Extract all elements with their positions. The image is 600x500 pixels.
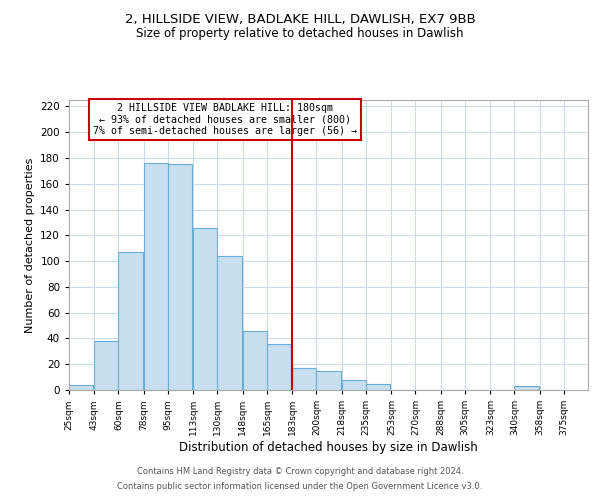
Text: 2 HILLSIDE VIEW BADLAKE HILL: 180sqm
← 93% of detached houses are smaller (800)
: 2 HILLSIDE VIEW BADLAKE HILL: 180sqm ← 9…	[92, 103, 356, 136]
Bar	[514, 386, 539, 390]
Bar	[316, 370, 341, 390]
Bar	[144, 163, 168, 390]
Text: Size of property relative to detached houses in Dawlish: Size of property relative to detached ho…	[136, 28, 464, 40]
Bar	[168, 164, 192, 390]
Text: Contains public sector information licensed under the Open Government Licence v3: Contains public sector information licen…	[118, 482, 482, 491]
Y-axis label: Number of detached properties: Number of detached properties	[25, 158, 35, 332]
Bar	[292, 368, 316, 390]
Bar	[267, 344, 291, 390]
Text: 2, HILLSIDE VIEW, BADLAKE HILL, DAWLISH, EX7 9BB: 2, HILLSIDE VIEW, BADLAKE HILL, DAWLISH,…	[125, 12, 475, 26]
Text: Contains HM Land Registry data © Crown copyright and database right 2024.: Contains HM Land Registry data © Crown c…	[137, 467, 463, 476]
Bar	[193, 228, 217, 390]
Bar	[243, 330, 267, 390]
Bar	[118, 252, 143, 390]
Bar	[217, 256, 242, 390]
Bar	[69, 385, 93, 390]
Bar	[366, 384, 390, 390]
X-axis label: Distribution of detached houses by size in Dawlish: Distribution of detached houses by size …	[179, 441, 478, 454]
Bar	[342, 380, 366, 390]
Bar	[94, 341, 118, 390]
